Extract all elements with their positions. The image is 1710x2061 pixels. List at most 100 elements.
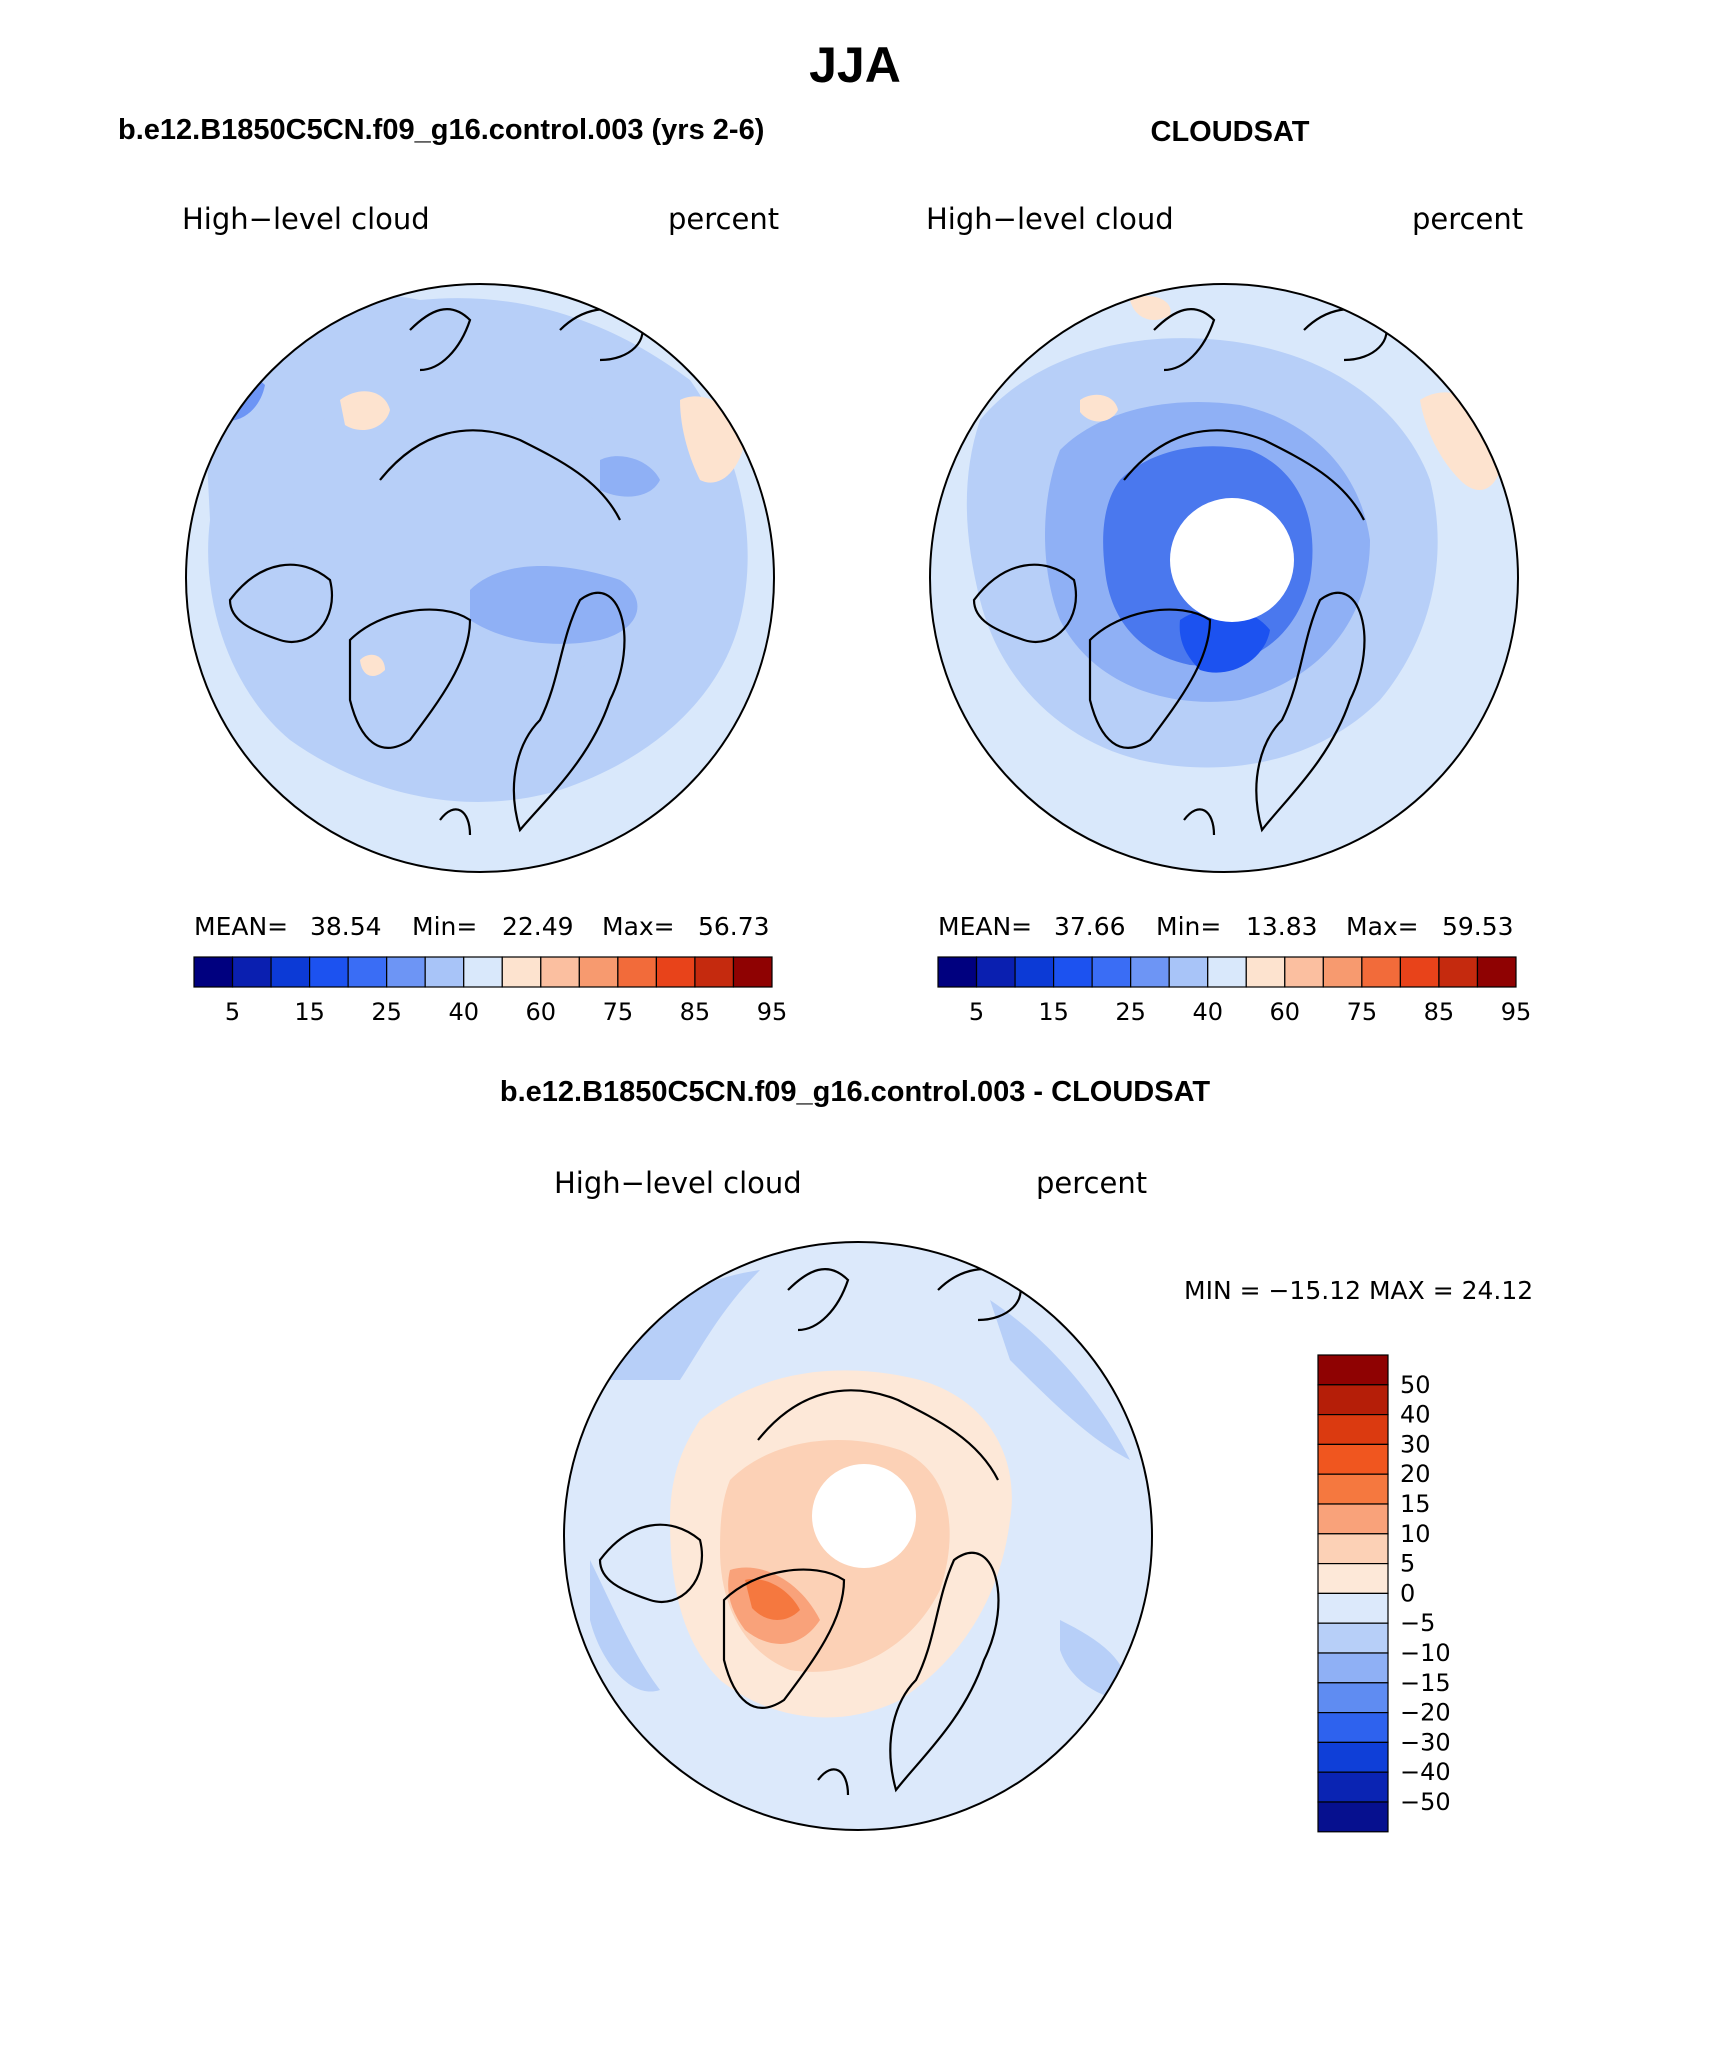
obs-colorbar-tick: 85 [1424,998,1455,1026]
obs-field-peach-3 [1130,295,1171,320]
diff-colorbar-tick: 50 [1400,1371,1431,1399]
diff-colorbar-box [1317,1711,1389,1743]
diff-field-blue-3 [590,1560,660,1692]
diff-units-label: percent [1036,1166,1148,1200]
model-min-value: 22.49 [502,912,574,941]
model-colorbar-box [424,956,465,988]
obs-colorbar-box [1476,956,1517,988]
model-coast-arctic [379,429,621,521]
diff-coast-alaska [787,1268,850,1332]
diff-colorbar-box [1317,1622,1389,1654]
model-colorbar: 5 15 25 40 60 75 85 95 [193,956,788,1026]
diff-panel-title: b.e12.B1850C5CN.f09_g16.control.003 - CL… [499,1076,1211,1108]
diff-colorbar-box [1317,1592,1389,1624]
diff-coast-canada [598,1523,703,1603]
diff-polar-map [563,1241,1153,1831]
model-coast-greenland [348,608,472,749]
obs-coast-canada [972,563,1077,643]
model-colorbar-box [270,956,311,988]
diff-coast-scandinavia [889,1551,1000,1793]
diff-minmax-text: MIN = −15.12 MAX = 24.12 [1184,1276,1534,1305]
model-field-band [470,566,638,644]
obs-colorbar-box [1284,956,1324,988]
obs-colorbar-tick: 75 [1347,998,1378,1026]
obs-colorbar-box [1207,956,1247,988]
model-panel-title: b.e12.B1850C5CN.f09_g16.control.003 (yrs… [118,114,765,146]
model-colorbar-box [617,956,657,988]
obs-colorbar-box [1322,956,1363,988]
diff-colorbar-tick: 30 [1400,1430,1431,1458]
obs-colorbar-box [1130,956,1170,988]
model-colorbar-box [501,956,542,988]
diff-colorbar-tick: 5 [1400,1550,1415,1578]
diff-colorbar-box [1317,1801,1389,1833]
model-field-peach-3 [360,654,385,676]
model-colorbar-box [540,956,580,988]
diff-colorbar-box [1317,1443,1389,1475]
diff-colorbar-box [1317,1384,1389,1416]
obs-field-label: High−level cloud [926,202,1174,236]
obs-field-peach-2 [1080,394,1118,422]
obs-colorbar-box [975,956,1016,988]
obs-colorbar-box [1245,956,1286,988]
diff-colorbar-tick: −5 [1400,1609,1435,1637]
obs-coast-greenland [1088,608,1212,749]
obs-colorbar-box [937,956,978,988]
obs-coast-arctic [1123,429,1365,521]
obs-mean-value: 37.66 [1054,912,1126,941]
obs-units-label: percent [1412,202,1524,236]
model-colorbar-tick: 15 [294,998,325,1026]
model-colorbar-tick: 75 [603,998,634,1026]
model-polar-map [185,283,775,873]
diff-colorbar-box [1317,1652,1389,1684]
obs-max-label: Max= [1346,912,1419,941]
obs-colorbar-box [1361,956,1402,988]
obs-min-label: Min= [1156,912,1222,941]
diff-colorbar-box [1317,1682,1389,1714]
model-colorbar-box [655,956,696,988]
model-min-label: Min= [412,912,478,941]
model-colorbar-box [386,956,426,988]
diff-colorbar-tick: −50 [1400,1788,1451,1816]
obs-colorbar-tick: 40 [1192,998,1223,1026]
diff-coast-britain [817,1768,850,1796]
diff-pole-hole [812,1464,916,1568]
model-colorbar-tick: 95 [757,998,788,1026]
model-colorbar-tick: 40 [448,998,479,1026]
diff-colorbar-box [1317,1741,1389,1773]
model-colorbar-box [578,956,619,988]
obs-min-value: 13.83 [1246,912,1318,941]
diff-colorbar-tick: −30 [1400,1728,1451,1756]
diff-colorbar-tick: −15 [1400,1669,1451,1697]
obs-colorbar-tick: 15 [1038,998,1069,1026]
model-colorbar-tick: 60 [526,998,557,1026]
diff-colorbar-box [1317,1413,1389,1445]
obs-colorbar-tick: 95 [1501,998,1532,1026]
diff-colorbar-box [1317,1354,1389,1386]
obs-max-value: 59.53 [1442,912,1514,941]
obs-colorbar-box [1091,956,1132,988]
obs-colorbar-box [1168,956,1209,988]
model-colorbar-box [732,956,773,988]
obs-colorbar-box [1014,956,1055,988]
obs-colorbar-box [1052,956,1093,988]
model-colorbar-tick: 85 [680,998,711,1026]
obs-colorbar-box [1438,956,1479,988]
diff-colorbar-tick: 0 [1400,1579,1415,1607]
model-units-label: percent [668,202,780,236]
diff-colorbar-tick: −10 [1400,1639,1451,1667]
model-colorbar-box [463,956,503,988]
model-colorbar-box [231,956,272,988]
diff-colorbar-tick: 10 [1400,1520,1431,1548]
figure-title: JJA [809,37,901,93]
obs-colorbar-tick: 60 [1270,998,1301,1026]
model-coast-britain [439,808,472,836]
diff-colorbar-tick: 40 [1400,1401,1431,1429]
model-field-peach-1 [340,391,390,430]
diff-field-blue-4 [1060,1620,1130,1700]
model-coast-scandinavia [512,591,626,833]
diff-field-red-orange [745,1579,800,1620]
obs-polar-map [929,283,1519,873]
obs-pole-hole [1170,498,1294,622]
